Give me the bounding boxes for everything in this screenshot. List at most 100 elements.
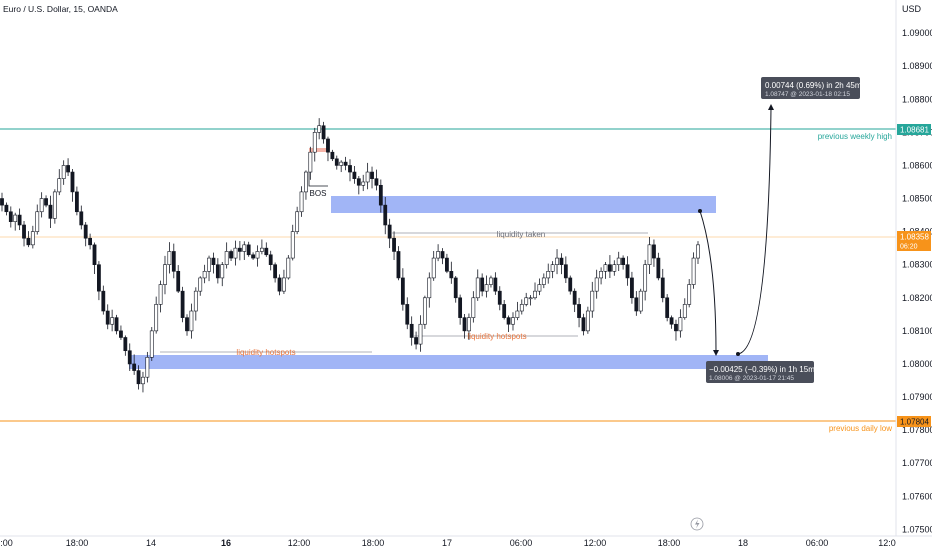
candle-up[interactable] xyxy=(163,264,167,285)
candle-up[interactable] xyxy=(282,277,286,292)
candle-down[interactable] xyxy=(4,204,9,213)
candle-down[interactable] xyxy=(8,211,13,222)
candle-up[interactable] xyxy=(308,151,313,173)
candle-down[interactable] xyxy=(66,165,70,173)
candle-up[interactable] xyxy=(489,277,493,285)
candle-up[interactable] xyxy=(519,304,524,312)
candle-up[interactable] xyxy=(555,257,559,265)
candle-up[interactable] xyxy=(61,165,66,179)
candle-up[interactable] xyxy=(638,290,643,312)
candle-down[interactable] xyxy=(0,198,4,206)
candle-down[interactable] xyxy=(136,370,141,385)
measure-up-label[interactable]: 0.00744 (0.69%) in 2h 45m 1.08747 @ 2023… xyxy=(761,77,862,99)
candle-down[interactable] xyxy=(581,317,586,332)
candle-up[interactable] xyxy=(541,277,546,285)
candle-up[interactable] xyxy=(198,277,203,292)
candle-up[interactable] xyxy=(295,211,300,232)
candle-up[interactable] xyxy=(524,297,529,305)
candle-down[interactable] xyxy=(559,257,564,265)
candle-up[interactable] xyxy=(594,277,599,292)
candle-down[interactable] xyxy=(97,264,101,292)
lightning-icon[interactable] xyxy=(690,517,704,531)
candle-down[interactable] xyxy=(348,165,352,173)
candle-up[interactable] xyxy=(427,277,432,299)
candle-down[interactable] xyxy=(119,330,123,338)
candle-up[interactable] xyxy=(286,257,291,279)
candle-down[interactable] xyxy=(180,290,185,318)
candle-up[interactable] xyxy=(193,290,198,312)
candle-down[interactable] xyxy=(185,317,189,332)
candle-down[interactable] xyxy=(378,184,383,206)
candle-down[interactable] xyxy=(656,257,661,279)
candle-up[interactable] xyxy=(242,244,247,252)
candle-down[interactable] xyxy=(88,237,93,246)
candle-up[interactable] xyxy=(528,297,533,300)
candle-down[interactable] xyxy=(621,257,626,265)
candle-down[interactable] xyxy=(409,323,414,338)
candle-up[interactable] xyxy=(471,297,476,318)
candle-up[interactable] xyxy=(149,330,154,358)
candle-down[interactable] xyxy=(506,317,511,325)
candle-up[interactable] xyxy=(590,290,595,312)
candle-up[interactable] xyxy=(537,284,542,292)
candle-up[interactable] xyxy=(202,271,207,279)
candle-down[interactable] xyxy=(497,290,502,305)
candle-down[interactable] xyxy=(171,251,176,272)
candle-up[interactable] xyxy=(418,323,423,345)
candle-up[interactable] xyxy=(312,132,317,153)
candle-up[interactable] xyxy=(224,251,229,265)
candle-up[interactable] xyxy=(207,257,211,272)
candle-up[interactable] xyxy=(255,251,260,259)
candle-down[interactable] xyxy=(660,277,665,299)
candle-down[interactable] xyxy=(70,171,75,193)
candle-up[interactable] xyxy=(546,271,551,279)
symbol-title[interactable]: Euro / U.S. Dollar, 15, OANDA xyxy=(3,4,118,14)
candle-down[interactable] xyxy=(343,161,348,166)
candle-up[interactable] xyxy=(145,357,150,378)
candle-down[interactable] xyxy=(321,125,326,140)
candle-down[interactable] xyxy=(383,204,388,226)
candle-up[interactable] xyxy=(154,304,159,332)
demand-zone[interactable] xyxy=(129,355,768,369)
candle-down[interactable] xyxy=(445,257,449,272)
candle-up[interactable] xyxy=(110,317,115,325)
candle-up[interactable] xyxy=(35,211,40,232)
candle-down[interactable] xyxy=(74,191,79,213)
candle-up[interactable] xyxy=(141,376,145,385)
candle-up[interactable] xyxy=(436,251,441,259)
candle-down[interactable] xyxy=(572,290,577,305)
candle-up[interactable] xyxy=(317,125,322,133)
candle-down[interactable] xyxy=(44,198,48,206)
candle-down[interactable] xyxy=(83,224,88,239)
candle-up[interactable] xyxy=(13,214,18,222)
candle-down[interactable] xyxy=(352,171,357,179)
candle-down[interactable] xyxy=(480,277,485,292)
time-ticks[interactable]: 2:00 18:00 14 16 12:00 18:00 17 06:00 12:00 18:00… xyxy=(0,538,896,548)
candle-up[interactable] xyxy=(533,290,537,299)
candle-down[interactable] xyxy=(101,290,106,312)
candle-down[interactable] xyxy=(356,178,361,186)
candle-down[interactable] xyxy=(79,211,84,226)
candle-down[interactable] xyxy=(211,257,216,265)
candle-up[interactable] xyxy=(616,257,621,265)
candle-up[interactable] xyxy=(189,310,194,332)
candle-up[interactable] xyxy=(484,284,489,292)
candle-up[interactable] xyxy=(511,317,515,325)
supply-zone[interactable] xyxy=(331,196,716,213)
candle-up[interactable] xyxy=(259,247,264,252)
candle-up[interactable] xyxy=(339,161,344,166)
candle-up[interactable] xyxy=(290,231,295,259)
candle-up[interactable] xyxy=(696,244,700,259)
candle-up[interactable] xyxy=(585,310,590,332)
candle-up[interactable] xyxy=(475,277,480,299)
candle-up[interactable] xyxy=(643,264,648,292)
measure-down-label[interactable]: −0.00425 (−0.39%) in 1h 15m 1.08006 @ 20… xyxy=(706,361,815,383)
candle-up[interactable] xyxy=(220,264,225,279)
candle-down[interactable] xyxy=(114,317,119,332)
candle-up[interactable] xyxy=(599,271,603,279)
candle-down[interactable] xyxy=(92,244,97,265)
candle-down[interactable] xyxy=(625,264,630,279)
candle-up[interactable] xyxy=(30,231,35,246)
candle-down[interactable] xyxy=(396,251,401,279)
candle-up[interactable] xyxy=(167,251,172,265)
